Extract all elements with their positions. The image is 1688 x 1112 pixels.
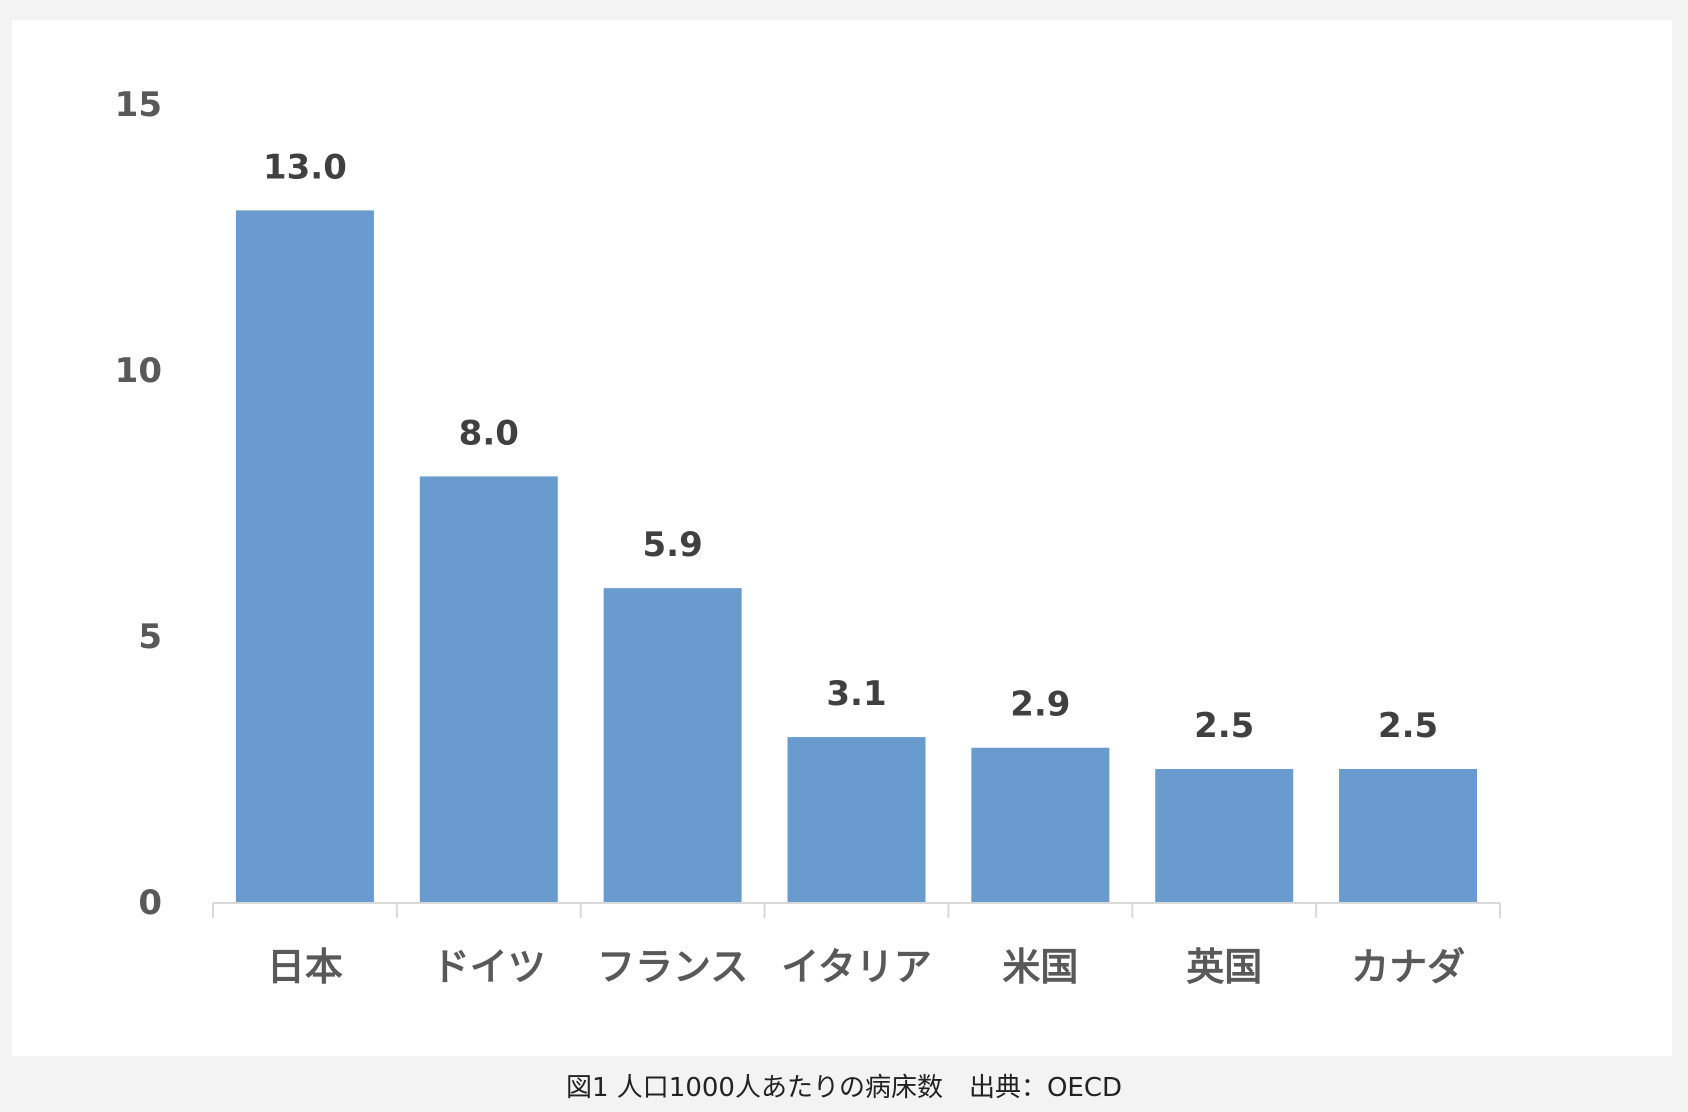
x-tick-label: フランス [597,945,748,989]
bar [235,210,374,902]
y-tick-label: 15 [115,85,162,125]
data-label: 2.9 [1010,685,1070,725]
bar [1155,769,1294,902]
bar [971,747,1110,902]
bar-chart: 0 5 10 15 13.0 8.0 5.9 3.1 2.9 2.5 2.5 日本 ドイツ フランスイ… [115,85,1501,989]
x-axis-labels: 日本 ドイツ フランス イタリア 米国 英国 カナダ [267,945,1465,989]
x-tick-label: カナダ [1351,945,1465,989]
data-label: 8.0 [459,413,519,453]
data-label: 2.5 [1378,706,1438,746]
y-tick-label: 5 [138,617,162,657]
x-tick-label: 英国 [1186,945,1262,989]
data-label: 5.9 [643,525,703,565]
data-label: 13.0 [263,147,347,187]
bars [235,210,1478,902]
x-tick-label: ドイツ [432,945,546,989]
data-label: 3.1 [826,674,886,714]
data-label: 2.5 [1194,706,1254,746]
x-tick-label: 日本 [267,945,343,989]
y-tick-label: 0 [138,883,162,923]
x-tick-label: 米国 [1002,945,1078,989]
y-axis-ticks: 0 5 10 15 [115,85,162,923]
figure-caption: 図1 人口1000人あたりの病床数 出典：OECD [565,1073,1123,1103]
x-axis [212,902,1501,918]
bar [603,588,742,902]
bar [1339,769,1478,902]
x-tick-label: イタリア [781,945,931,989]
bar [787,737,926,902]
bar [419,476,558,902]
y-tick-label: 10 [115,351,162,391]
value-labels: 13.0 8.0 5.9 3.1 2.9 2.5 2.5 [263,147,1438,746]
